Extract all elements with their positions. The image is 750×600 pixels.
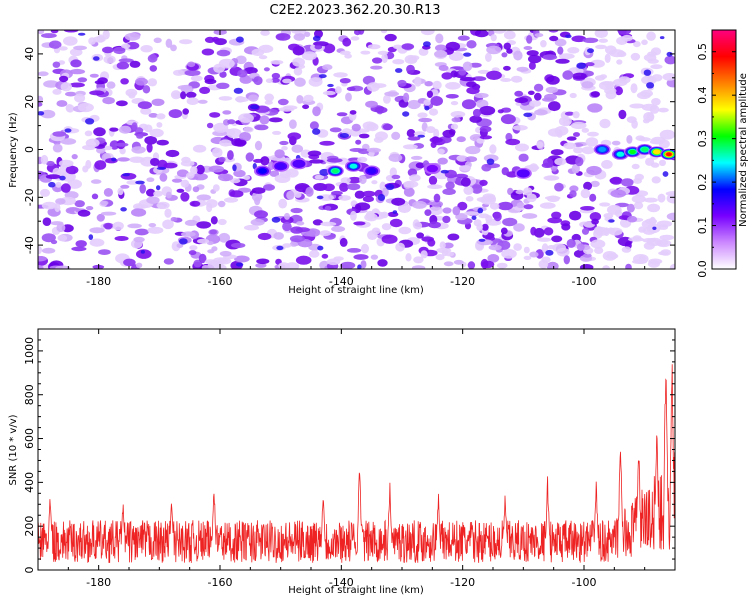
- colorbar-label: Normalized spectral amplitude: [738, 73, 749, 227]
- signal-blob: [290, 158, 308, 170]
- snr-series-line: [38, 364, 675, 564]
- signal-blob: [660, 148, 675, 160]
- signal-blob: [345, 160, 362, 172]
- y-tick-label: 0: [23, 567, 36, 574]
- signal-blob: [272, 160, 290, 172]
- spectrogram-panel: -180 -160 -140 -120 -100 -40 -20 0 20 40 Height o…: [8, 29, 676, 296]
- y-tick-label: 0: [23, 146, 36, 153]
- signal-blob: [514, 167, 532, 179]
- x-tick-label: -120: [450, 275, 475, 288]
- snr-panel: -180 -160 -140 -120 -100 0 200 400 600 800 1000 He…: [8, 328, 676, 596]
- figure-title: C2E2.2023.362.20.30.R13: [269, 3, 440, 18]
- signal-blob: [363, 165, 381, 177]
- y-tick-label: -40: [23, 236, 36, 254]
- snr-ticks: -180 -160 -140 -120 -100 0 200 400 600 800 1000: [23, 328, 676, 589]
- y-tick-label: 800: [23, 384, 36, 405]
- x-tick-label: -120: [450, 576, 475, 589]
- spectrogram-ticks: -180 -160 -140 -120 -100 -40 -20 0 20 40: [23, 29, 676, 288]
- y-tick-label: 200: [23, 516, 36, 537]
- snr-ylabel: SNR (10 * v/v): [8, 414, 19, 485]
- y-tick-label: 40: [23, 47, 36, 61]
- signal-blob: [254, 165, 271, 177]
- signal-blob: [326, 165, 344, 177]
- x-tick-label: -140: [329, 275, 354, 288]
- colorbar-tick-label: 0.0: [696, 260, 709, 278]
- colorbar-gradient: [711, 29, 737, 270]
- x-tick-label: -160: [208, 576, 233, 589]
- colorbar-tick-label: 0.5: [696, 43, 709, 61]
- colorbar-tick-label: 0.2: [696, 173, 709, 191]
- x-tick-label: -180: [86, 576, 111, 589]
- colorbar: 0.0 0.1 0.2 0.3 0.4 0.5 Normalized spectral a…: [696, 29, 749, 278]
- y-tick-label: 20: [23, 95, 36, 109]
- spectrogram-ylabel: Frequency (Hz): [8, 112, 19, 188]
- x-tick-label: -100: [572, 275, 597, 288]
- y-tick-label: 1000: [23, 337, 36, 365]
- x-tick-label: -160: [208, 275, 233, 288]
- x-tick-label: -180: [86, 275, 111, 288]
- signal-blob: [593, 144, 611, 155]
- x-tick-label: -140: [329, 576, 354, 589]
- y-tick-label: -20: [23, 188, 36, 206]
- signal-blob: [423, 163, 441, 175]
- spectrogram-xlabel: Height of straight line (km): [288, 285, 424, 296]
- colorbar-tick-label: 0.4: [696, 86, 709, 104]
- colorbar-tick-label: 0.1: [696, 217, 709, 235]
- snr-xlabel: Height of straight line (km): [288, 585, 424, 596]
- x-tick-label: -100: [572, 576, 597, 589]
- colorbar-tick-label: 0.3: [696, 130, 709, 148]
- snr-line: [38, 364, 675, 564]
- y-tick-label: 600: [23, 428, 36, 449]
- spectrogram-heatmap: [38, 30, 675, 269]
- noise-texture: [38, 30, 675, 269]
- y-tick-label: 400: [23, 472, 36, 493]
- colorbar-ticks: 0.0 0.1 0.2 0.3 0.4 0.5: [696, 29, 736, 278]
